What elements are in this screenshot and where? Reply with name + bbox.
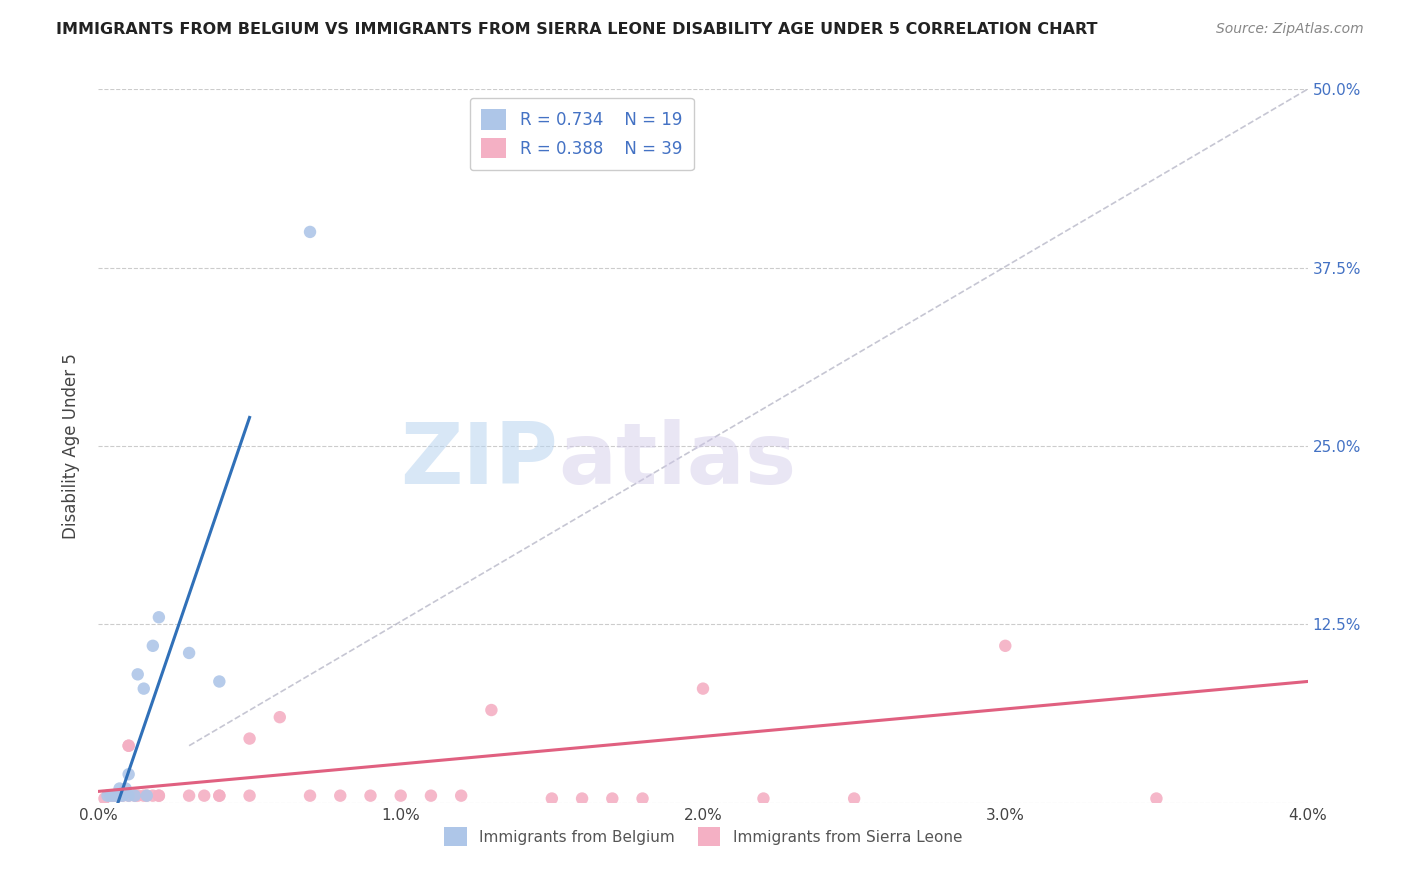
Point — [105, 789, 128, 803]
Point — [571, 791, 593, 805]
Point — [239, 789, 262, 803]
Point — [299, 789, 322, 803]
Point — [239, 731, 262, 746]
Point — [148, 789, 170, 803]
Point — [481, 703, 503, 717]
Point — [118, 739, 141, 753]
Point — [127, 667, 149, 681]
Point — [844, 791, 866, 805]
Point — [114, 781, 136, 796]
Point — [602, 791, 624, 805]
Point — [96, 789, 118, 803]
Point — [540, 791, 562, 805]
Text: ZIP: ZIP — [401, 418, 558, 502]
Point — [118, 739, 141, 753]
Point — [100, 789, 122, 803]
Point — [93, 791, 115, 805]
Point — [148, 789, 170, 803]
Point — [108, 789, 131, 803]
Point — [118, 789, 141, 803]
Point — [208, 674, 231, 689]
Point — [193, 789, 215, 803]
Point — [111, 789, 134, 803]
Point — [450, 789, 472, 803]
Text: IMMIGRANTS FROM BELGIUM VS IMMIGRANTS FROM SIERRA LEONE DISABILITY AGE UNDER 5 C: IMMIGRANTS FROM BELGIUM VS IMMIGRANTS FR… — [56, 22, 1098, 37]
Point — [108, 789, 131, 803]
Text: atlas: atlas — [558, 418, 796, 502]
Point — [329, 789, 352, 803]
Point — [124, 789, 146, 803]
Point — [100, 789, 122, 803]
Point — [179, 789, 201, 803]
Point — [103, 789, 125, 803]
Point — [111, 789, 134, 803]
Point — [299, 225, 322, 239]
Point — [132, 789, 155, 803]
Point — [1146, 791, 1168, 805]
Point — [208, 789, 231, 803]
Point — [135, 789, 157, 803]
Point — [631, 791, 654, 805]
Point — [127, 789, 149, 803]
Point — [142, 639, 165, 653]
Point — [148, 610, 170, 624]
Point — [132, 681, 155, 696]
Legend: Immigrants from Belgium, Immigrants from Sierra Leone: Immigrants from Belgium, Immigrants from… — [437, 822, 969, 852]
Point — [124, 789, 146, 803]
Point — [692, 681, 714, 696]
Point — [118, 789, 141, 803]
Point — [108, 781, 131, 796]
Point — [360, 789, 382, 803]
Point — [269, 710, 291, 724]
Point — [179, 646, 201, 660]
Point — [135, 789, 157, 803]
Y-axis label: Disability Age Under 5: Disability Age Under 5 — [62, 353, 80, 539]
Point — [208, 789, 231, 803]
Point — [752, 791, 775, 805]
Point — [105, 789, 128, 803]
Point — [420, 789, 443, 803]
Point — [389, 789, 412, 803]
Point — [142, 789, 165, 803]
Point — [994, 639, 1017, 653]
Point — [118, 767, 141, 781]
Text: Source: ZipAtlas.com: Source: ZipAtlas.com — [1216, 22, 1364, 37]
Point — [103, 789, 125, 803]
